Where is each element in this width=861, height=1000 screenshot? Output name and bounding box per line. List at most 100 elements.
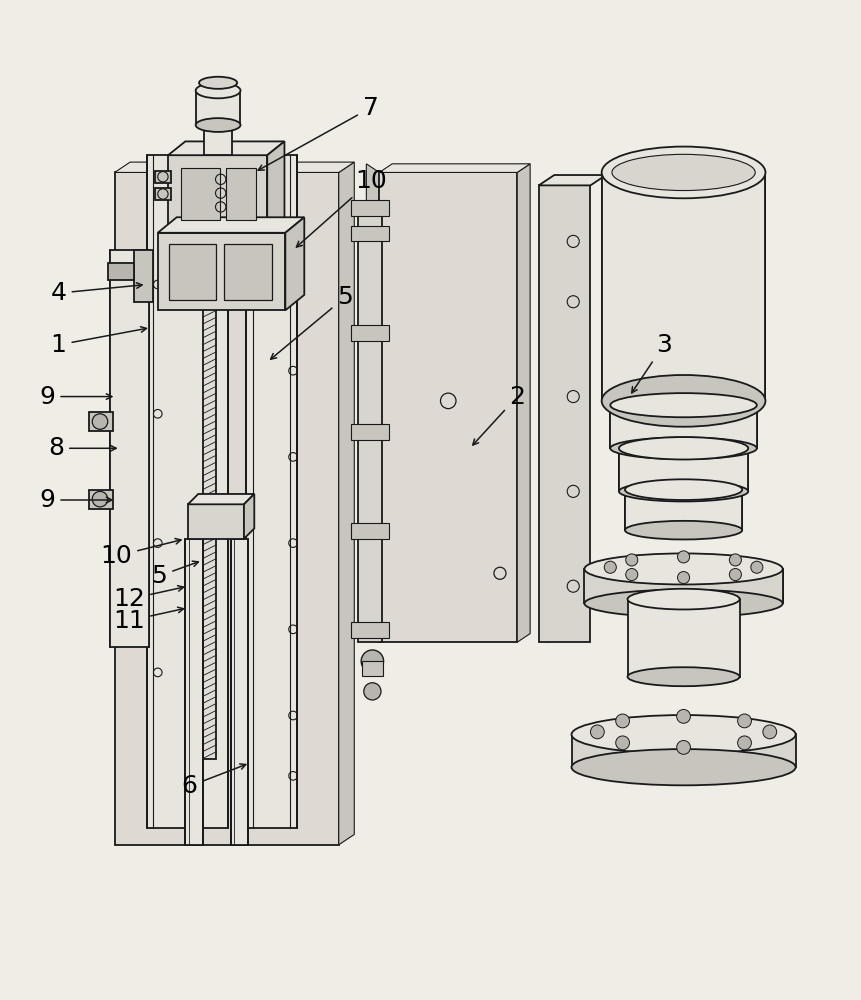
Polygon shape [379, 164, 530, 172]
Bar [155, 188, 170, 200]
Polygon shape [158, 217, 304, 233]
Polygon shape [168, 141, 284, 155]
Circle shape [737, 736, 751, 750]
Ellipse shape [195, 118, 240, 132]
Circle shape [677, 572, 689, 584]
Ellipse shape [571, 715, 795, 754]
Bar [110, 250, 149, 647]
Bar [202, 259, 216, 759]
Bar [357, 207, 381, 642]
Text: 9: 9 [40, 488, 112, 512]
Ellipse shape [618, 481, 747, 501]
Bar [108, 263, 133, 280]
Text: 10: 10 [296, 169, 386, 247]
Polygon shape [517, 164, 530, 642]
Text: 9: 9 [40, 385, 112, 409]
Polygon shape [188, 494, 254, 504]
Bar [169, 244, 216, 300]
Bar [185, 539, 202, 845]
Polygon shape [338, 162, 354, 845]
Ellipse shape [610, 393, 756, 417]
Circle shape [615, 736, 629, 750]
Circle shape [590, 725, 604, 739]
Bar [350, 523, 388, 539]
Bar [155, 171, 170, 183]
Bar [350, 424, 388, 440]
Bar [181, 168, 220, 220]
Ellipse shape [601, 375, 765, 427]
Text: 8: 8 [48, 436, 116, 460]
Bar [195, 91, 240, 125]
Ellipse shape [624, 521, 741, 539]
Bar [226, 168, 256, 220]
Text: 1: 1 [51, 327, 146, 357]
Circle shape [625, 554, 637, 566]
Bar [618, 448, 747, 491]
Bar [158, 233, 285, 310]
Circle shape [762, 725, 776, 739]
Bar [146, 155, 228, 828]
Ellipse shape [199, 77, 237, 89]
Circle shape [158, 189, 168, 199]
Circle shape [604, 561, 616, 573]
Bar [133, 250, 152, 302]
Text: 2: 2 [473, 385, 524, 445]
Bar [188, 504, 244, 539]
Bar [89, 412, 113, 431]
Circle shape [676, 740, 690, 754]
Polygon shape [379, 172, 517, 642]
Bar [624, 490, 741, 530]
Circle shape [158, 172, 168, 182]
Bar [538, 185, 590, 642]
Circle shape [750, 561, 762, 573]
Circle shape [615, 714, 629, 728]
Bar [224, 244, 271, 300]
Text: 3: 3 [631, 333, 671, 393]
Circle shape [737, 714, 751, 728]
Circle shape [361, 650, 383, 672]
Text: 5: 5 [270, 285, 352, 359]
Text: 7: 7 [258, 96, 378, 170]
Text: 11: 11 [114, 607, 183, 633]
Text: 12: 12 [114, 586, 183, 611]
Bar [245, 155, 297, 828]
Ellipse shape [195, 83, 240, 98]
Text: 10: 10 [101, 539, 181, 568]
Bar [231, 539, 248, 845]
Bar [350, 622, 388, 638]
Bar [204, 122, 232, 155]
Circle shape [92, 414, 108, 429]
Polygon shape [244, 494, 254, 539]
Ellipse shape [611, 154, 754, 191]
Text: 5: 5 [152, 561, 198, 588]
Bar [362, 661, 382, 676]
Ellipse shape [627, 667, 739, 686]
Circle shape [92, 491, 108, 507]
Polygon shape [366, 164, 379, 642]
Polygon shape [538, 175, 605, 185]
Polygon shape [285, 217, 304, 310]
Circle shape [677, 551, 689, 563]
Ellipse shape [584, 590, 782, 617]
Ellipse shape [584, 553, 782, 584]
Circle shape [728, 569, 740, 581]
Ellipse shape [571, 749, 795, 785]
Bar [627, 599, 739, 677]
Ellipse shape [627, 589, 739, 609]
Bar [168, 155, 267, 228]
Polygon shape [115, 162, 354, 172]
Circle shape [728, 554, 740, 566]
Polygon shape [115, 172, 338, 845]
Ellipse shape [601, 147, 765, 198]
Bar [584, 569, 782, 603]
Bar [610, 405, 756, 448]
Bar [571, 734, 795, 767]
Text: 6: 6 [182, 764, 245, 798]
Bar [601, 172, 765, 401]
Circle shape [625, 569, 637, 581]
Circle shape [676, 709, 690, 723]
Bar [350, 226, 388, 241]
Text: 4: 4 [51, 281, 142, 305]
Ellipse shape [624, 479, 741, 500]
Ellipse shape [618, 437, 747, 459]
